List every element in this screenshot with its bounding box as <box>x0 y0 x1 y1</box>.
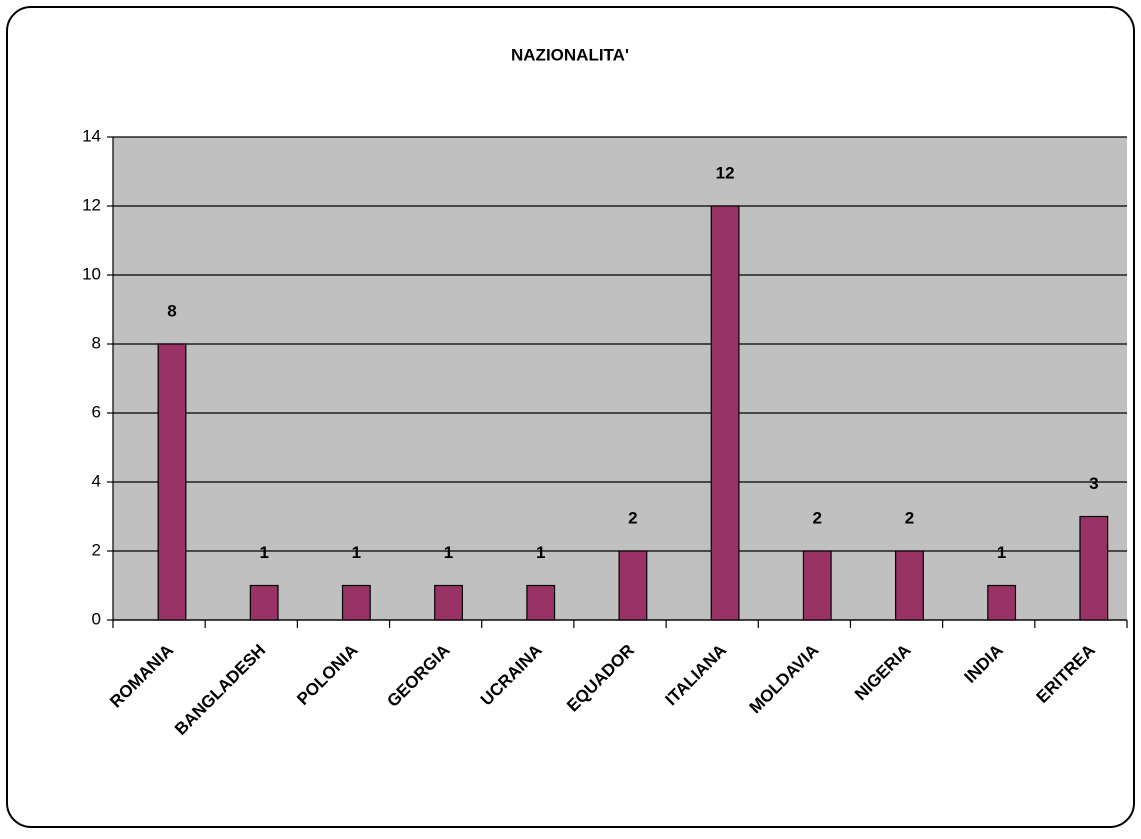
bar <box>618 550 648 621</box>
data-label: 1 <box>997 543 1006 562</box>
data-label: 1 <box>444 543 453 562</box>
y-tick-label: 12 <box>82 195 101 214</box>
bar <box>434 584 463 621</box>
plot-area <box>113 137 1127 620</box>
data-label: 1 <box>352 543 361 562</box>
data-label: 12 <box>716 163 735 182</box>
data-label: 2 <box>813 508 822 527</box>
bar <box>341 584 371 621</box>
bar <box>526 584 556 621</box>
y-tick-label: 4 <box>92 471 101 490</box>
bar <box>157 343 187 621</box>
y-tick-label: 6 <box>92 402 101 421</box>
y-tick-label: 2 <box>92 540 101 559</box>
y-tick-label: 8 <box>92 333 101 352</box>
data-label: 1 <box>536 543 545 562</box>
bar <box>802 550 832 621</box>
data-label: 8 <box>167 301 176 320</box>
y-tick-label: 10 <box>82 264 101 283</box>
y-tick-label: 14 <box>82 126 101 145</box>
data-label: 2 <box>905 508 914 527</box>
chart-title: NAZIONALITA' <box>511 45 629 64</box>
bar <box>249 584 279 621</box>
bar <box>1079 515 1109 621</box>
data-label: 1 <box>259 543 268 562</box>
data-label: 2 <box>628 508 637 527</box>
bar <box>895 550 924 621</box>
y-tick-label: 0 <box>92 609 101 628</box>
data-label: 3 <box>1089 474 1098 493</box>
bar <box>987 584 1017 621</box>
bar <box>710 205 740 621</box>
